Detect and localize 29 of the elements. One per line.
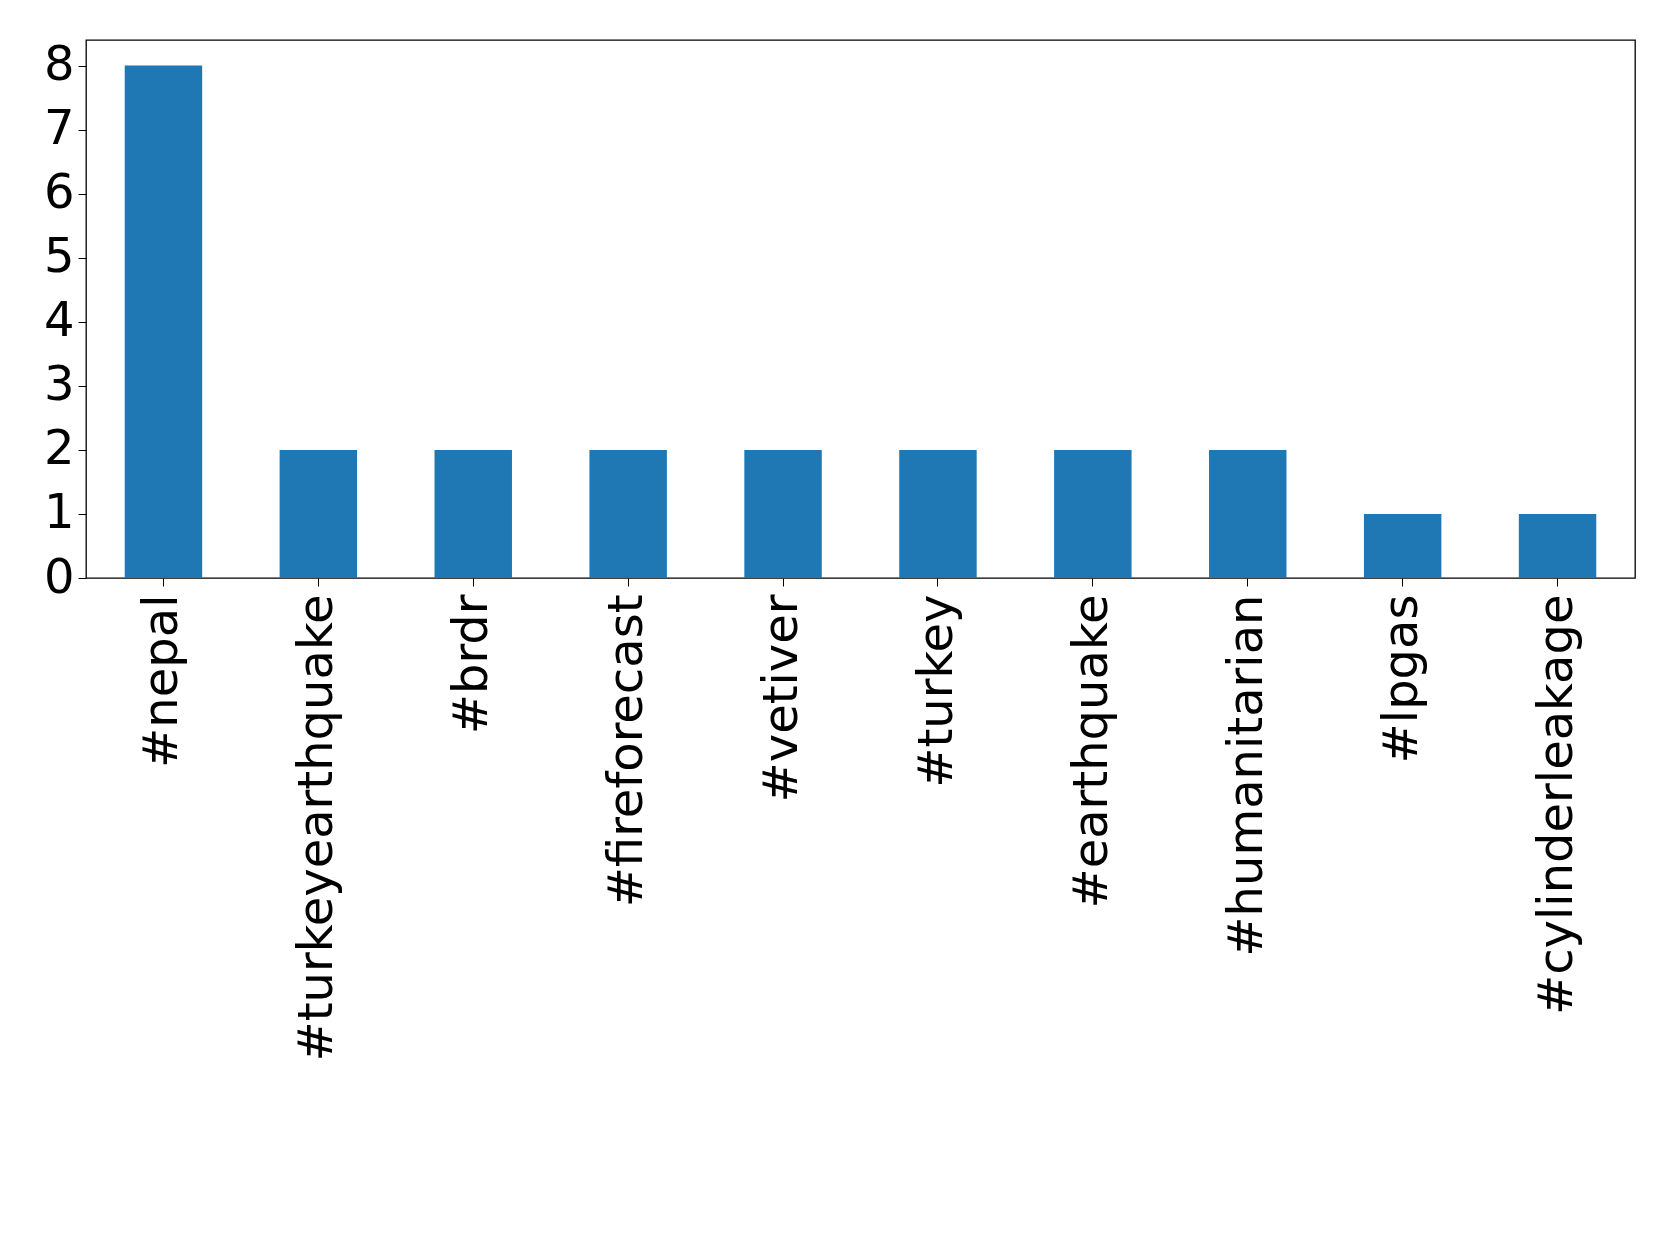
y-tick-label: 5 [43, 227, 75, 284]
x-tick-label: #turkeyearthquake [287, 594, 344, 1062]
bar [589, 449, 667, 578]
y-tick-label: 1 [43, 483, 75, 540]
x-tick-label: #fireforecast [597, 594, 654, 908]
x-tick-label: #turkey [906, 594, 963, 788]
x-tick-label: #brdr [442, 594, 499, 735]
y-tick-label: 3 [43, 355, 75, 412]
bar [124, 65, 203, 578]
y-tick-label: 2 [43, 419, 75, 476]
y-tick-label: 4 [43, 291, 75, 348]
x-tick-label: #lpgas [1371, 594, 1428, 764]
y-tick-label: 8 [43, 35, 75, 92]
x-tick-label: #cylinderleakage [1526, 594, 1583, 1015]
x-tick-label: #humanitarian [1216, 594, 1273, 957]
bar [1054, 449, 1132, 578]
bar [1363, 513, 1442, 578]
y-tick-label: 7 [43, 99, 75, 156]
x-tick-label: #nepal [132, 594, 189, 768]
bar [1518, 513, 1597, 578]
x-tick-label: #earthquake [1061, 594, 1118, 909]
x-tick-label: #vetiver [752, 594, 809, 803]
bar [744, 449, 822, 578]
bar [1209, 449, 1287, 578]
bar [279, 449, 358, 578]
y-tick-label: 0 [43, 547, 75, 604]
y-tick-label: 6 [43, 163, 75, 220]
bar [899, 449, 977, 578]
bar [434, 449, 512, 578]
